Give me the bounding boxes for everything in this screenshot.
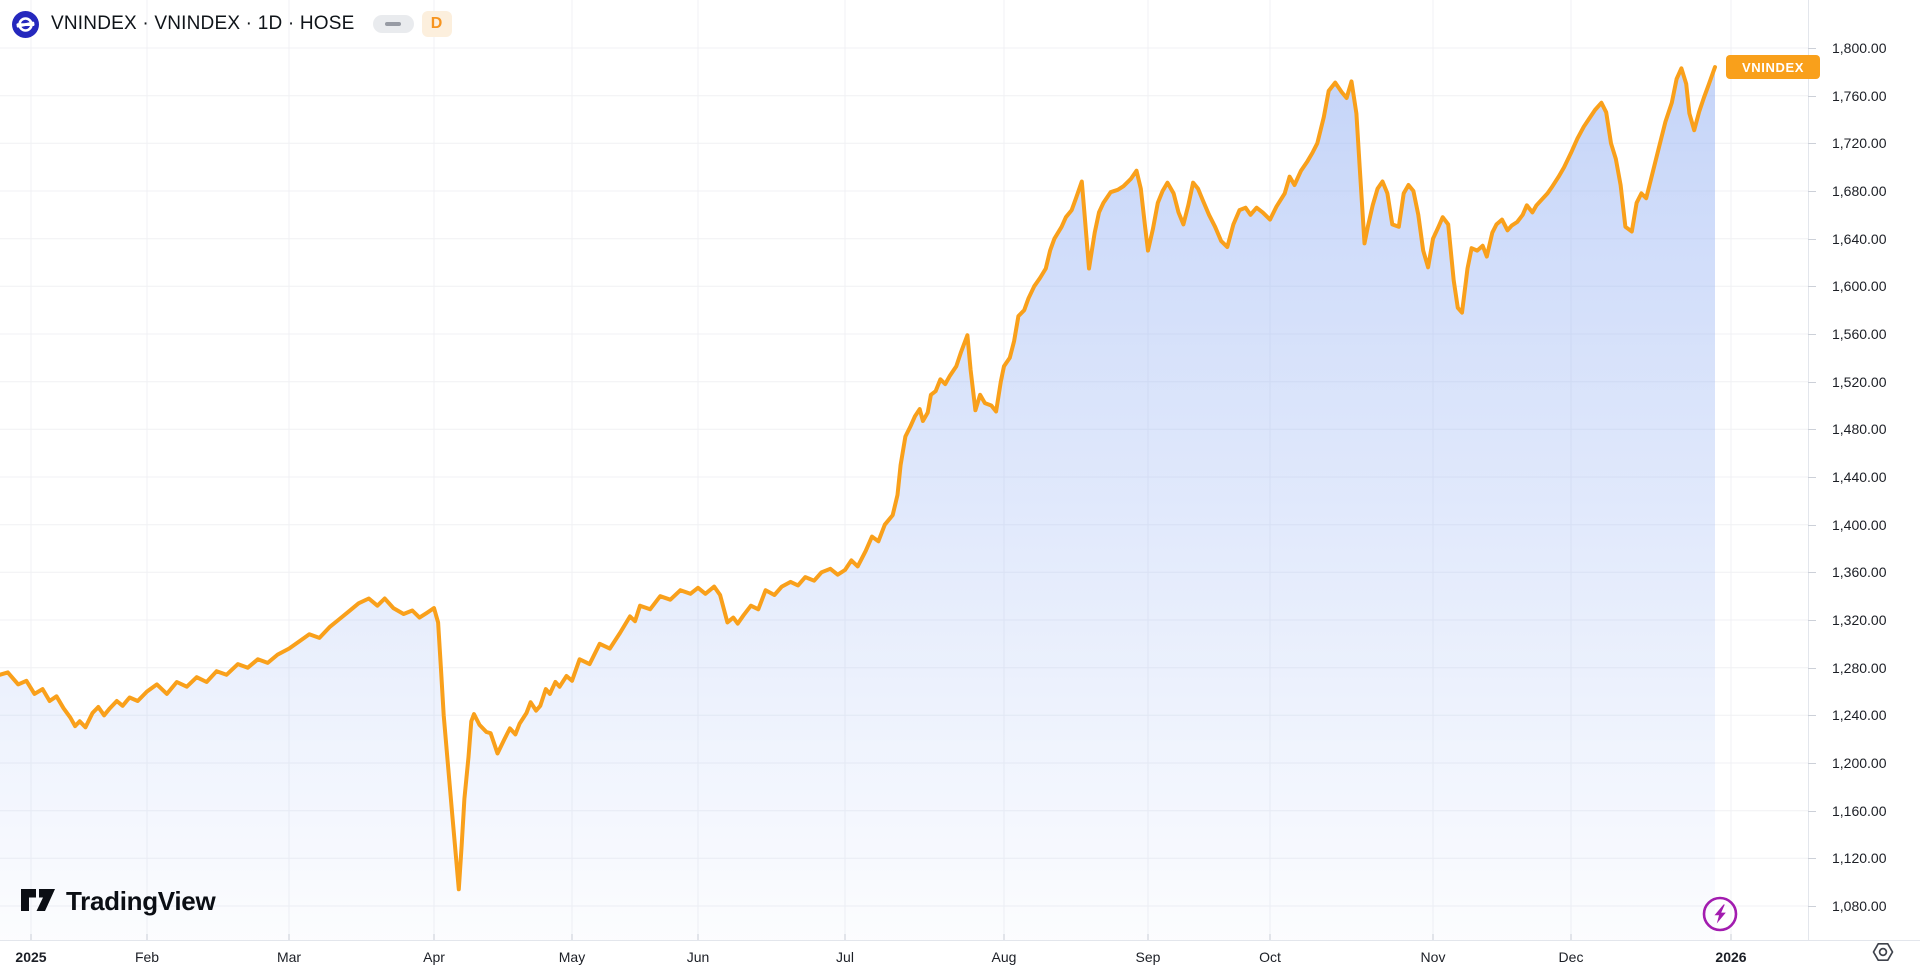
- tradingview-logo-text: TradingView: [66, 885, 216, 916]
- price-axis-border: [1808, 0, 1809, 940]
- price-tick-mark: [1808, 715, 1816, 716]
- price-axis-label: 1,160.00: [1832, 802, 1887, 819]
- time-axis-label: 2026: [1715, 949, 1747, 965]
- time-axis-label: May: [558, 949, 586, 965]
- price-axis-label: 1,760.00: [1832, 87, 1887, 104]
- price-axis-label: 1,280.00: [1832, 659, 1887, 676]
- price-axis-label: 1,680.00: [1832, 183, 1887, 199]
- time-axis-label: Jul: [836, 949, 854, 965]
- time-axis-label: Oct: [1259, 949, 1281, 965]
- price-tick-mark: [1808, 525, 1816, 526]
- interval-badge[interactable]: D: [421, 11, 452, 37]
- price-axis-label: 1,800.00: [1832, 40, 1887, 56]
- price-tick-mark: [1808, 286, 1816, 287]
- price-tick-mark: [1808, 858, 1816, 859]
- time-axis[interactable]: 2025 Feb Mar Apr May Jun Jul Aug Sep Oct Nov Dec 202…: [0, 941, 1808, 974]
- price-tick-mark: [1808, 429, 1816, 430]
- price-axis-label: 1,240.00: [1832, 707, 1887, 724]
- price-tick-mark: [1808, 96, 1816, 97]
- price-tick-mark: [1808, 239, 1816, 240]
- price-tick-mark: [1808, 382, 1816, 383]
- collapse-toggle[interactable]: [372, 15, 414, 33]
- axis-settings-button[interactable]: [1871, 940, 1895, 964]
- price-axis-label: 1,520.00: [1832, 373, 1887, 390]
- price-axis-label: 1,200.00: [1832, 755, 1887, 771]
- time-axis-label: Sep: [1135, 949, 1161, 965]
- hose-exchange-logo-icon: [12, 10, 39, 38]
- price-axis-label: 1,120.00: [1832, 850, 1887, 867]
- price-tick-mark: [1808, 906, 1816, 907]
- time-axis-label: Aug: [991, 949, 1017, 965]
- symbol-header[interactable]: VNINDEX · VNINDEX · 1D · HOSE D: [12, 8, 452, 40]
- price-tick-mark: [1808, 191, 1816, 192]
- price-axis-label: 1,560.00: [1832, 326, 1887, 342]
- realtime-flash-button[interactable]: [1700, 894, 1740, 934]
- time-axis-label: 2025: [15, 949, 47, 965]
- price-axis-label: 1,360.00: [1832, 564, 1887, 581]
- price-axis-label: 1,400.00: [1832, 516, 1887, 533]
- time-axis-label: Feb: [134, 949, 160, 965]
- tradingview-logo[interactable]: TradingView: [20, 884, 216, 918]
- chart-pane[interactable]: [0, 0, 1808, 940]
- price-tick-mark: [1808, 620, 1816, 621]
- lightning-icon: [1702, 896, 1738, 932]
- price-chart[interactable]: [0, 0, 1808, 940]
- price-tick-mark: [1808, 143, 1816, 144]
- time-axis-label: Mar: [276, 949, 302, 965]
- price-tick-mark: [1808, 811, 1816, 812]
- price-axis-label: 1,440.00: [1832, 469, 1887, 485]
- time-axis-label: Apr: [423, 949, 445, 965]
- price-tick-mark: [1808, 48, 1816, 49]
- symbol-price-tag: VNINDEX: [1726, 55, 1820, 80]
- time-axis-label: Nov: [1420, 949, 1446, 965]
- price-tick-mark: [1808, 668, 1816, 669]
- price-axis-label: 1,600.00: [1832, 278, 1887, 295]
- price-tick-mark: [1808, 477, 1816, 478]
- tradingview-mark-icon: [21, 889, 55, 911]
- price-tick-mark: [1808, 334, 1816, 335]
- price-axis-label: 1,720.00: [1832, 135, 1887, 152]
- price-axis-label: 1,640.00: [1832, 230, 1887, 247]
- price-tick-mark: [1808, 572, 1816, 573]
- price-axis-label: 1,080.00: [1832, 898, 1887, 914]
- gear-icon: [1872, 942, 1894, 962]
- symbol-title[interactable]: VNINDEX · VNINDEX · 1D · HOSE: [51, 13, 355, 34]
- price-axis[interactable]: 1,800.00 1,760.00 1,720.00 1,680.00 1,640.00…: [1808, 0, 1920, 940]
- time-axis-label: Jun: [686, 949, 710, 965]
- time-axis-border: [0, 940, 1920, 941]
- minus-icon: [385, 22, 402, 26]
- price-axis-label: 1,480.00: [1832, 421, 1887, 438]
- price-axis-label: 1,320.00: [1832, 612, 1887, 628]
- price-tick-mark: [1808, 763, 1816, 764]
- time-axis-label: Dec: [1558, 949, 1584, 965]
